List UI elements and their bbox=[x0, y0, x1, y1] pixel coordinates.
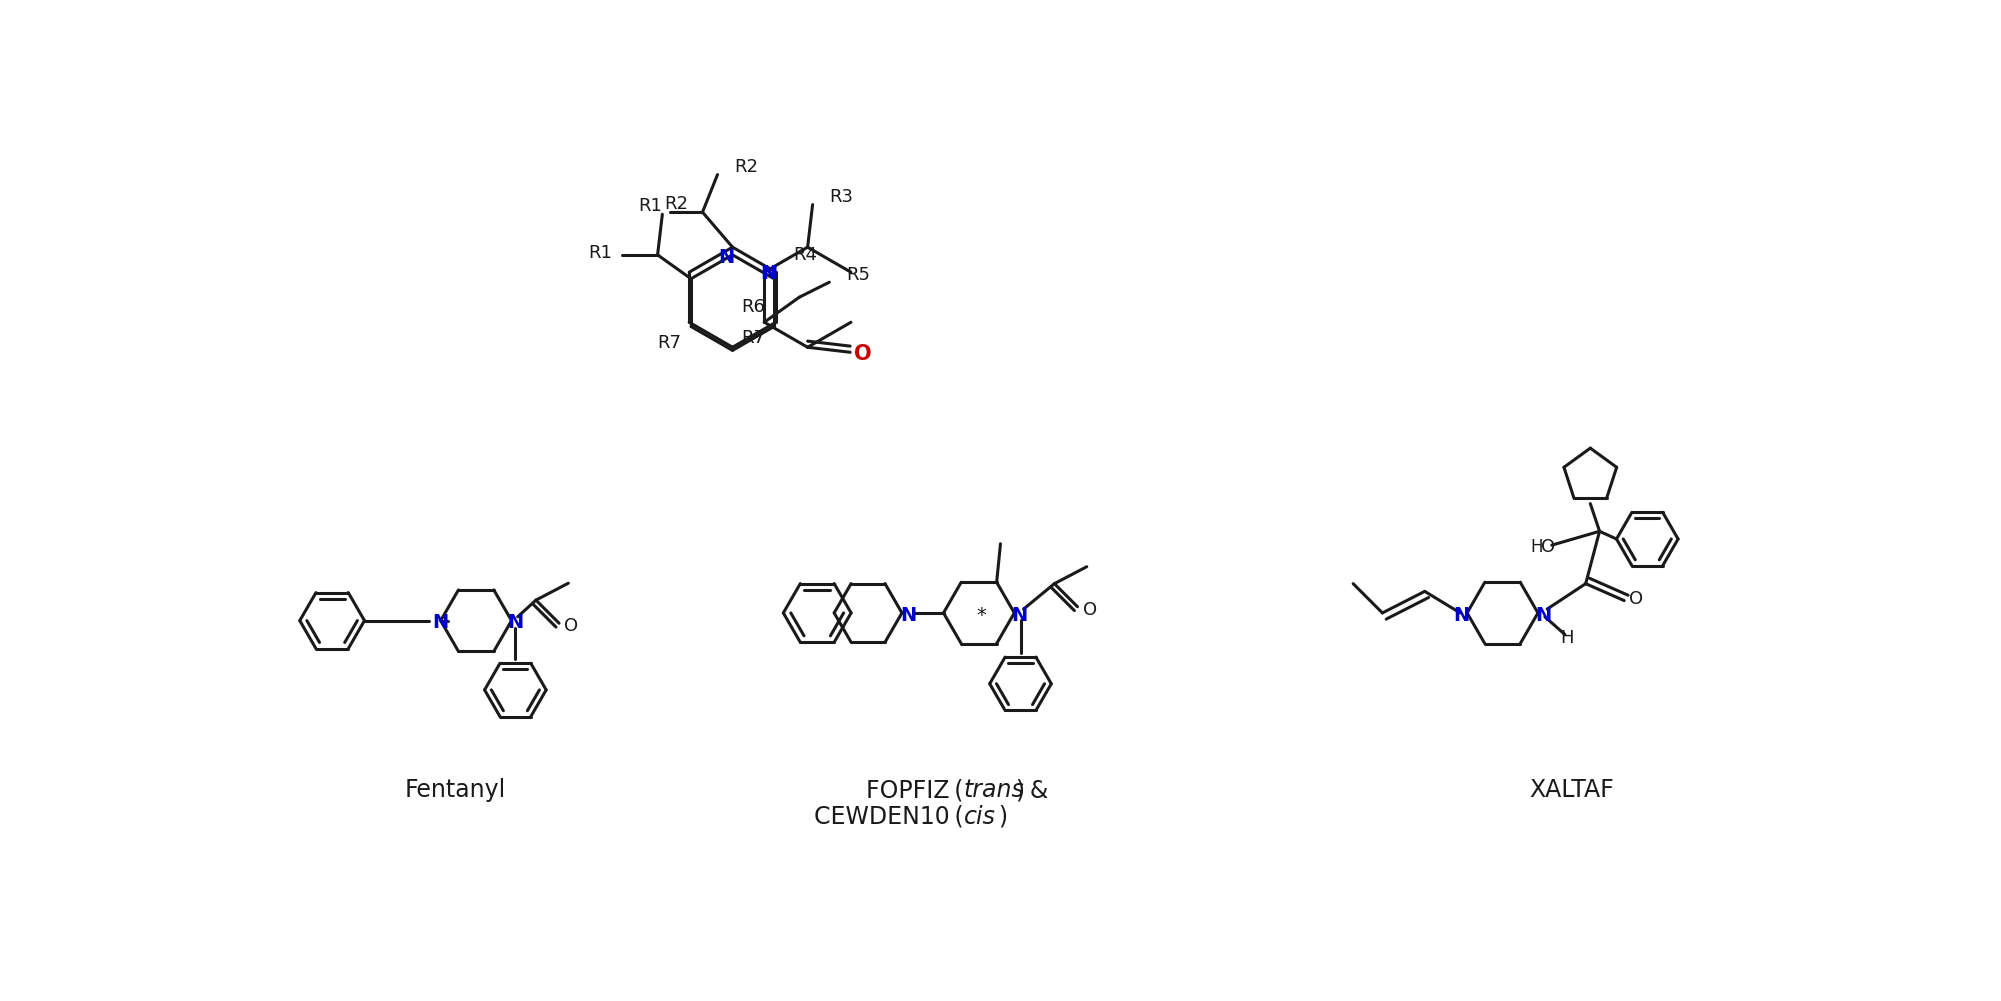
Text: N: N bbox=[508, 614, 524, 633]
Text: N: N bbox=[432, 614, 448, 633]
Text: R7: R7 bbox=[658, 334, 682, 352]
Text: O: O bbox=[1541, 538, 1555, 556]
Text: ): ) bbox=[998, 805, 1007, 829]
Text: H: H bbox=[1561, 629, 1575, 647]
Text: cis: cis bbox=[964, 805, 994, 829]
Text: O: O bbox=[564, 618, 578, 636]
Text: N: N bbox=[718, 247, 734, 266]
Text: N: N bbox=[762, 264, 778, 283]
Text: R3: R3 bbox=[830, 188, 854, 206]
Text: N: N bbox=[1013, 606, 1029, 625]
Text: R5: R5 bbox=[846, 265, 870, 283]
Text: N: N bbox=[760, 264, 776, 283]
Text: R6: R6 bbox=[740, 298, 764, 316]
Text: R2: R2 bbox=[664, 194, 688, 212]
Text: ) &: ) & bbox=[1017, 778, 1049, 802]
Text: O: O bbox=[1083, 601, 1097, 619]
Text: CEWDEN10 (: CEWDEN10 ( bbox=[814, 805, 964, 829]
Text: H: H bbox=[1531, 538, 1543, 556]
Text: R1: R1 bbox=[588, 244, 612, 262]
Text: R2: R2 bbox=[734, 158, 758, 176]
Text: *: * bbox=[976, 607, 986, 626]
Text: N: N bbox=[1453, 606, 1469, 625]
Text: R7: R7 bbox=[740, 328, 764, 346]
Text: R1: R1 bbox=[638, 197, 662, 215]
Text: trans: trans bbox=[964, 778, 1025, 802]
Text: R4: R4 bbox=[794, 246, 818, 264]
Text: N: N bbox=[900, 606, 916, 625]
Text: O: O bbox=[854, 343, 870, 363]
Text: FOPFIZ (: FOPFIZ ( bbox=[866, 778, 964, 802]
Text: Fentanyl: Fentanyl bbox=[404, 778, 506, 802]
Text: O: O bbox=[1629, 590, 1643, 608]
Text: XALTAF: XALTAF bbox=[1529, 778, 1615, 802]
Text: N: N bbox=[1535, 606, 1551, 625]
